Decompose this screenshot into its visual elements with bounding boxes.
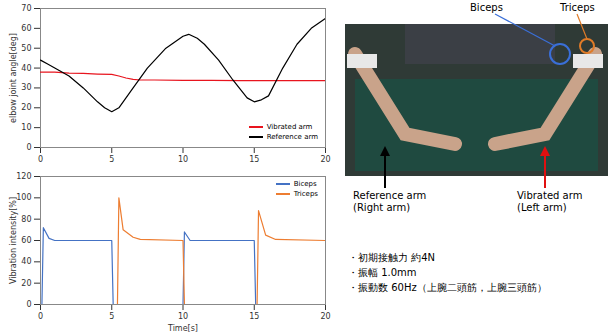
svg-text:40: 40	[21, 64, 31, 73]
svg-text:70: 70	[21, 4, 31, 13]
svg-text:0: 0	[26, 143, 31, 152]
html-text:Vibrated arm: Vibrated arm	[266, 123, 313, 131]
html-text:Reference arm: Reference arm	[353, 190, 427, 201]
svg-text:5: 5	[109, 312, 114, 321]
svg-text:100: 100	[16, 193, 31, 202]
svg-text:10: 10	[178, 155, 188, 164]
svg-text:elbow joint angle[deg]: elbow joint angle[deg]	[9, 33, 18, 123]
svg-text:0: 0	[38, 155, 43, 164]
svg-text:20: 20	[21, 279, 31, 288]
html-text:Triceps: Triceps	[293, 190, 318, 198]
html-text:Triceps: Triceps	[560, 2, 595, 13]
html-text:・振動数 60Hz（上腕二頭筋，上腕三頭筋）: ・振動数 60Hz（上腕二頭筋，上腕三頭筋）	[348, 282, 547, 293]
svg-text:20: 20	[320, 155, 330, 164]
html-text:Biceps: Biceps	[293, 180, 317, 188]
svg-text:80: 80	[21, 215, 31, 224]
svg-text:0: 0	[38, 312, 43, 321]
svg-text:120: 120	[16, 172, 31, 181]
svg-text:20: 20	[320, 312, 330, 321]
svg-text:Vibration intensity[%]: Vibration intensity[%]	[9, 197, 18, 284]
html-text:Reference arm: Reference arm	[266, 133, 318, 141]
svg-text:15: 15	[249, 312, 259, 321]
svg-text:15: 15	[249, 155, 259, 164]
svg-text:0: 0	[26, 300, 31, 309]
svg-text:60: 60	[21, 24, 31, 33]
svg-text:20: 20	[21, 103, 31, 112]
svg-text:10: 10	[21, 123, 31, 132]
html-text:(Left arm): (Left arm)	[517, 202, 567, 213]
svg-text:50: 50	[21, 44, 31, 53]
html-text:・振幅 1.0mm: ・振幅 1.0mm	[348, 267, 417, 278]
html-text:Vibrated arm: Vibrated arm	[517, 190, 583, 201]
svg-text:5: 5	[109, 155, 114, 164]
html-text:・初期接触力 約4N: ・初期接触力 約4N	[348, 252, 435, 263]
svg-text:60: 60	[21, 236, 31, 245]
html-text:(Right arm): (Right arm)	[353, 202, 411, 213]
svg-text:10: 10	[178, 312, 188, 321]
svg-text:Time[s]: Time[s]	[167, 324, 198, 333]
html-text:Biceps: Biceps	[470, 2, 503, 13]
svg-text:40: 40	[21, 257, 31, 266]
svg-text:30: 30	[21, 83, 31, 92]
